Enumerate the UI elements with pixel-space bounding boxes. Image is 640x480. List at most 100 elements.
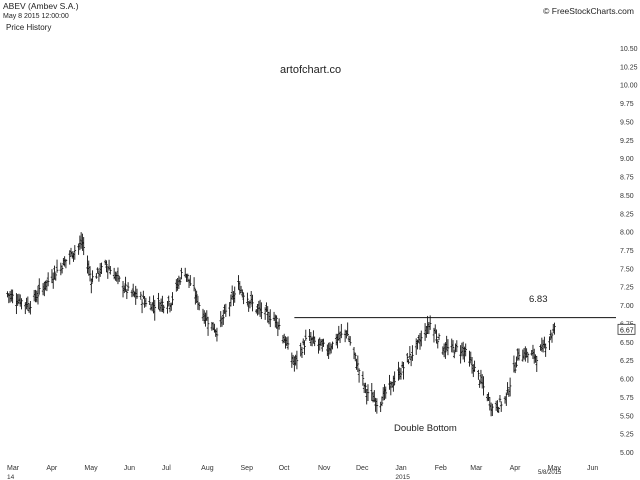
- watermark: artofchart.co: [280, 64, 342, 76]
- price-bar: [221, 309, 225, 325]
- y-tick-label: 7.75: [620, 248, 634, 255]
- price-bar: [105, 260, 108, 273]
- x-tick-label: Nov: [318, 465, 331, 472]
- price-bar: [498, 394, 502, 403]
- price-bar: [215, 327, 219, 342]
- price-bar: [497, 406, 500, 414]
- price-bar: [73, 245, 77, 260]
- copyright-link[interactable]: © FreeStockCharts.com: [543, 6, 634, 16]
- price-bar: [505, 392, 508, 406]
- price-bar: [95, 273, 98, 279]
- price-bar: [116, 267, 120, 285]
- price-bar: [452, 350, 456, 359]
- price-bar: [506, 382, 509, 394]
- price-bar: [206, 316, 210, 336]
- price-bar: [364, 382, 367, 394]
- price-bar: [37, 278, 41, 295]
- x-tick-label: Dec: [356, 465, 369, 472]
- price-bar: [188, 275, 192, 286]
- price-bar: [346, 322, 349, 337]
- price-bar: [126, 282, 130, 291]
- y-tick-label: 8.75: [620, 175, 634, 182]
- price-bar: [275, 315, 278, 329]
- x-axis: Mar 14 Apr May Jun Jul Aug Sep Oct Nov Dec Jan 2015 F…: [7, 465, 598, 480]
- price-bar: [526, 352, 530, 363]
- price-bar: [477, 369, 480, 380]
- y-tick-label: 10.25: [620, 64, 638, 71]
- price-bar: [286, 336, 290, 350]
- price-bar: [162, 304, 165, 314]
- price-bar: [233, 286, 237, 303]
- x-tick-label: Sep: [241, 465, 254, 472]
- price-bar: [535, 355, 539, 372]
- price-bar: [90, 278, 93, 294]
- price-bar: [455, 340, 459, 353]
- x-tick-label: Jun: [124, 465, 135, 472]
- price-bar: [11, 289, 14, 304]
- price-bar: [96, 267, 99, 274]
- price-bar: [419, 330, 423, 347]
- price-bar: [384, 386, 388, 399]
- price-bar: [167, 295, 171, 306]
- price-bar: [553, 322, 556, 335]
- price-bar: [224, 303, 228, 317]
- price-bar: [91, 270, 94, 283]
- price-bar: [88, 266, 92, 282]
- price-bar: [517, 348, 521, 361]
- price-bar: [195, 290, 198, 303]
- x-tick-label: May: [84, 465, 98, 472]
- price-bar: [407, 359, 410, 365]
- price-bar: [436, 339, 440, 349]
- price-bar: [178, 277, 182, 285]
- price-bar: [408, 346, 412, 360]
- resistance-label: 6.83: [529, 294, 548, 305]
- price-bar: [515, 356, 518, 368]
- price-bar: [446, 339, 450, 356]
- price-bar: [157, 292, 160, 309]
- price-bar: [242, 292, 245, 305]
- price-bar: [348, 336, 352, 346]
- price-bar: [340, 323, 343, 339]
- price-bar: [548, 336, 551, 350]
- date-marker: 5/8/2015: [538, 470, 562, 476]
- price-bar: [131, 283, 135, 297]
- price-bar: [260, 302, 263, 320]
- price-bar: [482, 376, 485, 396]
- price-bar: [36, 285, 40, 305]
- price-bar: [544, 343, 547, 357]
- price-bar: [303, 340, 306, 355]
- price-bar: [451, 340, 455, 353]
- price-bar: [135, 288, 139, 299]
- price-bar: [46, 272, 50, 287]
- y-tick-label: 8.00: [620, 230, 634, 237]
- y-tick-label: 10.50: [620, 46, 638, 53]
- price-bar: [180, 267, 183, 280]
- price-bar: [295, 350, 299, 370]
- price-bar: [54, 272, 58, 281]
- x-tick-label: Jun: [587, 465, 598, 472]
- price-bar: [64, 258, 68, 269]
- price-bar: [499, 401, 503, 412]
- price-bar: [437, 333, 441, 341]
- last-price-label: 6.67: [620, 327, 634, 334]
- price-bar: [464, 343, 468, 357]
- price-bar: [406, 352, 409, 363]
- price-bar: [29, 301, 32, 315]
- y-tick-label: 6.25: [620, 358, 634, 365]
- price-bar: [144, 297, 148, 307]
- price-bar: [366, 384, 370, 402]
- price-bar: [148, 296, 151, 306]
- price-bar: [109, 266, 112, 275]
- last-price-marker: 6.67: [617, 323, 636, 335]
- price-bar: [171, 292, 174, 306]
- price-bar: [411, 345, 414, 361]
- price-bar: [117, 275, 121, 282]
- x-tick-label: May: [548, 465, 562, 472]
- panel-label: Price History: [6, 23, 52, 32]
- price-bar: [508, 377, 512, 397]
- price-bar: [246, 292, 249, 306]
- price-bar: [140, 299, 144, 314]
- y-tick-label: 9.00: [620, 156, 634, 163]
- price-bar: [399, 367, 403, 380]
- price-bar: [353, 352, 357, 362]
